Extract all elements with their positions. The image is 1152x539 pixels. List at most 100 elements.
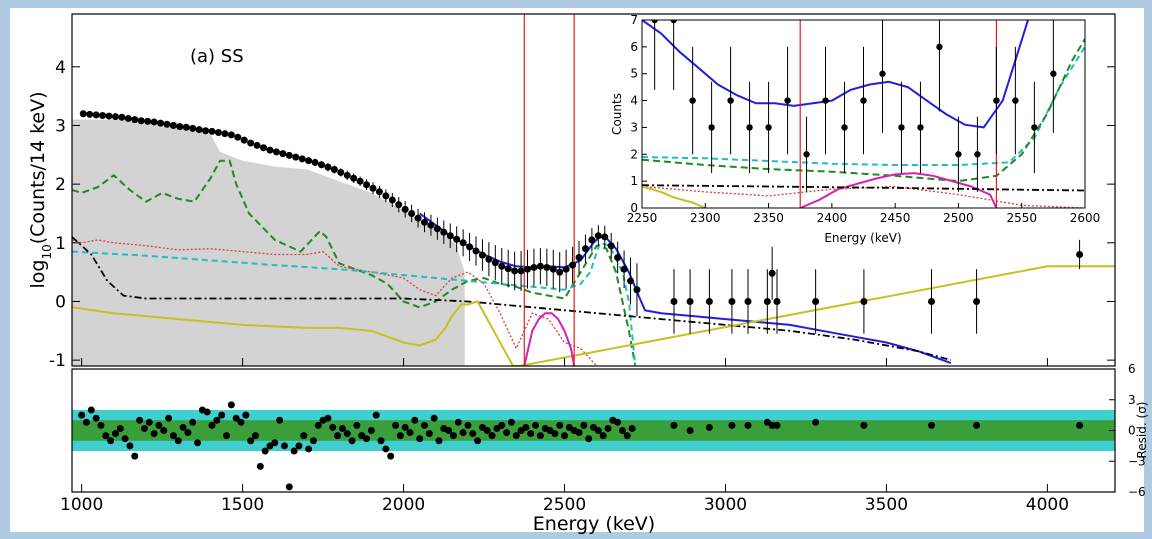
data-point bbox=[763, 297, 771, 305]
series-fill-area bbox=[72, 119, 465, 366]
residual-point bbox=[449, 432, 457, 440]
residual-point bbox=[140, 424, 148, 432]
data-point bbox=[157, 119, 165, 127]
residual-point bbox=[411, 416, 419, 424]
residual-point bbox=[237, 418, 245, 426]
residual-point bbox=[305, 445, 313, 453]
residual-point bbox=[522, 423, 530, 431]
data-point bbox=[79, 110, 87, 118]
series-line-magenta bbox=[799, 172, 998, 208]
inset-y-tick-label: 5 bbox=[630, 67, 638, 81]
data-point bbox=[993, 97, 1000, 104]
data-point bbox=[936, 43, 943, 51]
data-point bbox=[433, 225, 441, 233]
residual-point bbox=[1076, 421, 1084, 429]
data-point bbox=[202, 127, 210, 135]
data-point bbox=[627, 277, 635, 285]
series-line-green bbox=[642, 38, 1085, 183]
data-point bbox=[498, 262, 506, 270]
residual-point bbox=[469, 430, 477, 438]
data-point bbox=[491, 259, 499, 267]
residual-point bbox=[401, 423, 409, 431]
data-point bbox=[620, 265, 628, 273]
data-point bbox=[581, 245, 589, 253]
residual-point bbox=[599, 432, 607, 440]
main-y-axis-label: log10(Counts/14 keV) bbox=[27, 91, 54, 288]
main-y-tick-label: 0 bbox=[55, 292, 66, 312]
residual-point bbox=[309, 437, 317, 445]
x-tick-label: 2500 bbox=[543, 495, 586, 515]
residual-point bbox=[338, 424, 346, 432]
residual-panel: 1000 1500 2000 2500 3000 3500 4000 6 3 0 −3 −6 Resi… bbox=[60, 358, 1149, 535]
series-line-magenta bbox=[523, 312, 576, 366]
residual-point bbox=[474, 437, 482, 445]
data-point bbox=[350, 174, 358, 182]
data-point bbox=[773, 297, 781, 305]
data-point bbox=[414, 214, 422, 222]
residual-point bbox=[271, 439, 279, 447]
residual-y-axis-label: Resid. (σ) bbox=[1135, 402, 1149, 459]
inset-y-tick-label: 2 bbox=[630, 147, 638, 161]
main-y-tick-label: -1 bbox=[49, 351, 66, 371]
residual-point bbox=[261, 447, 269, 455]
data-point bbox=[356, 177, 364, 185]
data-point bbox=[99, 111, 107, 119]
residual-point bbox=[768, 421, 776, 429]
residual-point bbox=[406, 429, 414, 437]
data-point bbox=[708, 124, 715, 131]
residual-point bbox=[87, 406, 95, 414]
data-point bbox=[536, 262, 544, 270]
resid-y-tick-label: 0 bbox=[1128, 424, 1136, 438]
data-point bbox=[803, 151, 810, 158]
residual-point bbox=[165, 414, 173, 422]
residual-point bbox=[126, 442, 134, 450]
residual-point bbox=[227, 401, 235, 409]
residual-point bbox=[102, 432, 110, 440]
residual-point bbox=[488, 432, 496, 440]
residual-point bbox=[324, 414, 332, 422]
residual-point bbox=[532, 421, 540, 429]
data-point bbox=[446, 232, 454, 240]
data-point bbox=[221, 130, 229, 138]
data-point bbox=[369, 184, 377, 192]
residual-point bbox=[705, 423, 713, 431]
data-point bbox=[266, 146, 274, 154]
residual-point bbox=[387, 452, 395, 460]
residual-point bbox=[585, 435, 593, 443]
resid-y-tick-label: −3 bbox=[1128, 454, 1146, 468]
residual-point bbox=[213, 416, 221, 424]
data-point bbox=[670, 20, 677, 24]
residual-point bbox=[329, 423, 337, 431]
x-tick-label: 3500 bbox=[865, 495, 908, 515]
residual-point bbox=[507, 418, 515, 426]
residual-point bbox=[107, 437, 115, 445]
data-point bbox=[588, 236, 596, 244]
residual-point bbox=[464, 421, 472, 429]
residual-point bbox=[377, 437, 385, 445]
data-point bbox=[594, 232, 602, 240]
data-point bbox=[530, 263, 538, 271]
data-point bbox=[131, 116, 139, 124]
residual-point bbox=[353, 421, 361, 429]
data-point bbox=[472, 247, 480, 255]
data-point bbox=[118, 113, 126, 121]
data-point bbox=[768, 269, 776, 277]
data-point bbox=[466, 243, 474, 251]
data-point bbox=[169, 121, 177, 129]
residual-point bbox=[247, 437, 255, 445]
data-point bbox=[285, 151, 293, 159]
residual-point bbox=[223, 432, 231, 440]
inset-x-tick-label: 2350 bbox=[753, 211, 784, 225]
data-point bbox=[898, 124, 905, 131]
data-point bbox=[247, 139, 255, 147]
inset-plot-area bbox=[642, 20, 1085, 208]
data-point bbox=[279, 150, 287, 158]
residual-point bbox=[623, 432, 631, 440]
main-y-tick-label: 4 bbox=[55, 58, 66, 78]
data-point bbox=[670, 297, 678, 305]
residual-point bbox=[860, 421, 868, 429]
data-point bbox=[614, 253, 622, 261]
residual-point bbox=[973, 421, 981, 429]
inset-x-tick-label: 2500 bbox=[943, 211, 974, 225]
data-point bbox=[311, 158, 319, 166]
